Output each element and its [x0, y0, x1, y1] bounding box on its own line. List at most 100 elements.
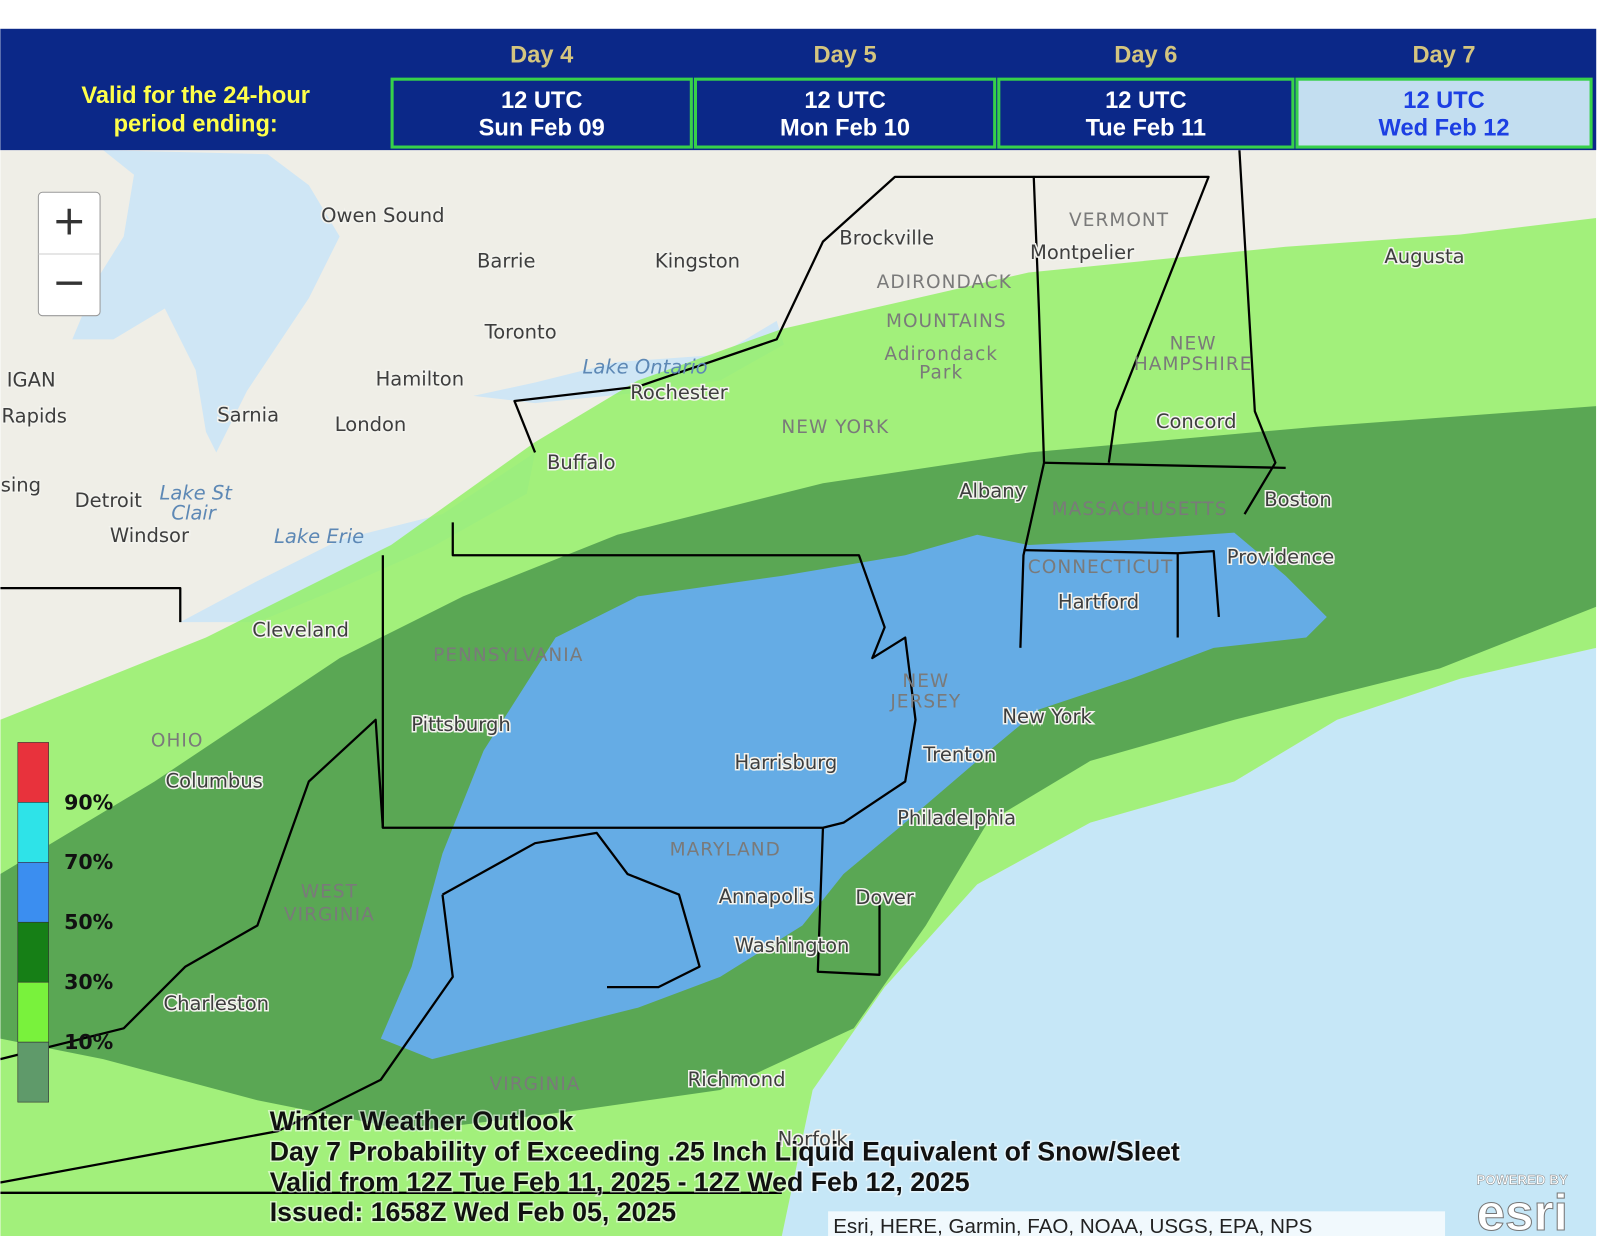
header: Valid for the 24-hour period ending: Day 4… — [81, 43, 1593, 149]
tab-date: Sun Feb 09 — [479, 116, 605, 142]
city-label: Rochester — [630, 381, 729, 404]
zoom-in[interactable]: + — [52, 196, 86, 244]
legend-label: 30% — [64, 970, 113, 994]
day-tab[interactable] — [390, 77, 693, 149]
legend-swatch — [17, 1041, 49, 1103]
valid-label: Valid for the 24-hour — [81, 83, 310, 109]
city-label: Sarnia — [217, 404, 279, 427]
prob-50-70 — [380, 532, 1327, 1060]
city-label: Cleveland — [252, 619, 349, 642]
legend-swatch — [17, 921, 49, 983]
region-label: HAMPSHIRE — [1134, 354, 1253, 375]
city-label: Owen Sound — [321, 204, 444, 227]
city-label: Providence — [1227, 546, 1334, 569]
legend-swatch — [17, 862, 49, 923]
day-label: Day 6 — [1114, 43, 1177, 69]
city-label: Hamilton — [376, 368, 464, 391]
region-label: VERMONT — [1069, 210, 1169, 231]
legend-label: 70% — [64, 850, 113, 874]
city-label: IGAN — [7, 369, 56, 392]
city-label: Richmond — [688, 1068, 786, 1091]
city-label: Philadelphia — [897, 807, 1016, 830]
city-label: sing — [1, 474, 41, 497]
day-tab[interactable] — [693, 77, 997, 149]
title-line: Valid from 12Z Tue Feb 11, 2025 - 12Z We… — [270, 1167, 970, 1197]
city-label: Augusta — [1384, 245, 1464, 268]
tab-date: Tue Feb 11 — [1086, 116, 1206, 142]
attribution-box — [828, 1211, 1446, 1236]
city-label: Albany — [959, 480, 1026, 503]
city-label: Montpelier — [1030, 241, 1135, 264]
state-borders — [0, 150, 1286, 1194]
region-label: PENNSYLVANIA — [433, 645, 583, 666]
title-line: Day 7 Probability of Exceeding .25 Inch … — [270, 1136, 1180, 1166]
scroll-gutter — [1596, 150, 1613, 1236]
city-label: Kingston — [655, 249, 740, 272]
region-label: Adirondack — [884, 344, 998, 365]
city-label: Washington — [735, 934, 850, 957]
region-label: ADIRONDACK — [877, 272, 1012, 293]
city-label: Concord — [1156, 410, 1237, 433]
city-label: Rapids — [2, 405, 67, 428]
legend-swatch — [17, 981, 49, 1043]
city-label: Charleston — [163, 992, 269, 1015]
city-label: Buffalo — [547, 451, 616, 474]
day-tab[interactable] — [997, 77, 1295, 149]
region-label: JERSEY — [889, 691, 961, 712]
region-label: MARYLAND — [670, 840, 781, 861]
legend-label: 50% — [64, 910, 113, 934]
zoom-control: + − — [37, 191, 101, 317]
city-label: Norfolk — [778, 1128, 849, 1151]
water-label: Clair — [171, 501, 217, 524]
region-label: MASSACHUSETTS — [1052, 499, 1228, 520]
tab-time: 12 UTC — [1105, 88, 1186, 114]
tab-date: Wed Feb 12 — [1379, 116, 1510, 142]
city-label: Toronto — [484, 320, 557, 343]
legend-swatch — [17, 802, 49, 863]
day-label: Day 5 — [814, 43, 877, 69]
title-line: Winter Weather Outlook — [270, 1106, 574, 1136]
legend-label: 10% — [64, 1030, 113, 1054]
day-tab[interactable] — [1295, 77, 1593, 149]
city-label: Annapolis — [719, 885, 814, 908]
legend-swatch — [17, 742, 49, 803]
esri-logo[interactable]: esri — [1476, 1182, 1568, 1236]
city-label: New York — [1002, 705, 1092, 728]
city-label: London — [335, 413, 407, 436]
esri-powered: POWERED BY — [1477, 1173, 1568, 1188]
tab-date: Mon Feb 10 — [780, 116, 910, 142]
map-labels: Owen Sound Barrie Kingston Brockville VERMON… — [0, 203, 1466, 1152]
region-label: VIRGINIA — [284, 904, 375, 925]
valid-label: period ending: — [114, 112, 278, 138]
attribution: Esri, HERE, Garmin, FAO, NOAA, USGS, EPA… — [833, 1215, 1312, 1236]
city-label: Columbus — [166, 770, 263, 793]
region-label: OHIO — [151, 731, 204, 752]
region-label: CONNECTICUT — [1028, 557, 1174, 578]
city-label: Harrisburg — [735, 751, 838, 774]
water-label: Lake St — [160, 482, 234, 505]
tab-time: 12 UTC — [1403, 88, 1484, 114]
region-label: NEW YORK — [781, 417, 889, 438]
city-label: Boston — [1264, 488, 1331, 511]
zoom-out[interactable]: − — [52, 258, 86, 306]
water-label: Lake Ontario — [583, 355, 708, 378]
ocean — [781, 647, 1597, 1236]
city-label: Pittsburgh — [411, 713, 510, 736]
region-label: VIRGINIA — [490, 1074, 581, 1095]
tab-time: 12 UTC — [804, 88, 885, 114]
city-label: Hartford — [1058, 591, 1139, 614]
title-line: Issued: 1658Z Wed Feb 05, 2025 — [270, 1197, 677, 1227]
lake-huron — [72, 150, 340, 453]
legend-label: 90% — [64, 790, 113, 814]
water-label: Lake Erie — [274, 525, 364, 548]
city-label: Barrie — [477, 249, 535, 272]
region-label: NEW — [902, 671, 949, 692]
city-label: Detroit — [75, 489, 143, 512]
tab-time: 12 UTC — [501, 88, 582, 114]
map[interactable] — [0, 150, 1597, 1236]
city-label: Dover — [855, 886, 915, 909]
city-label: Brockville — [839, 227, 934, 250]
region-label: WEST — [301, 882, 358, 903]
